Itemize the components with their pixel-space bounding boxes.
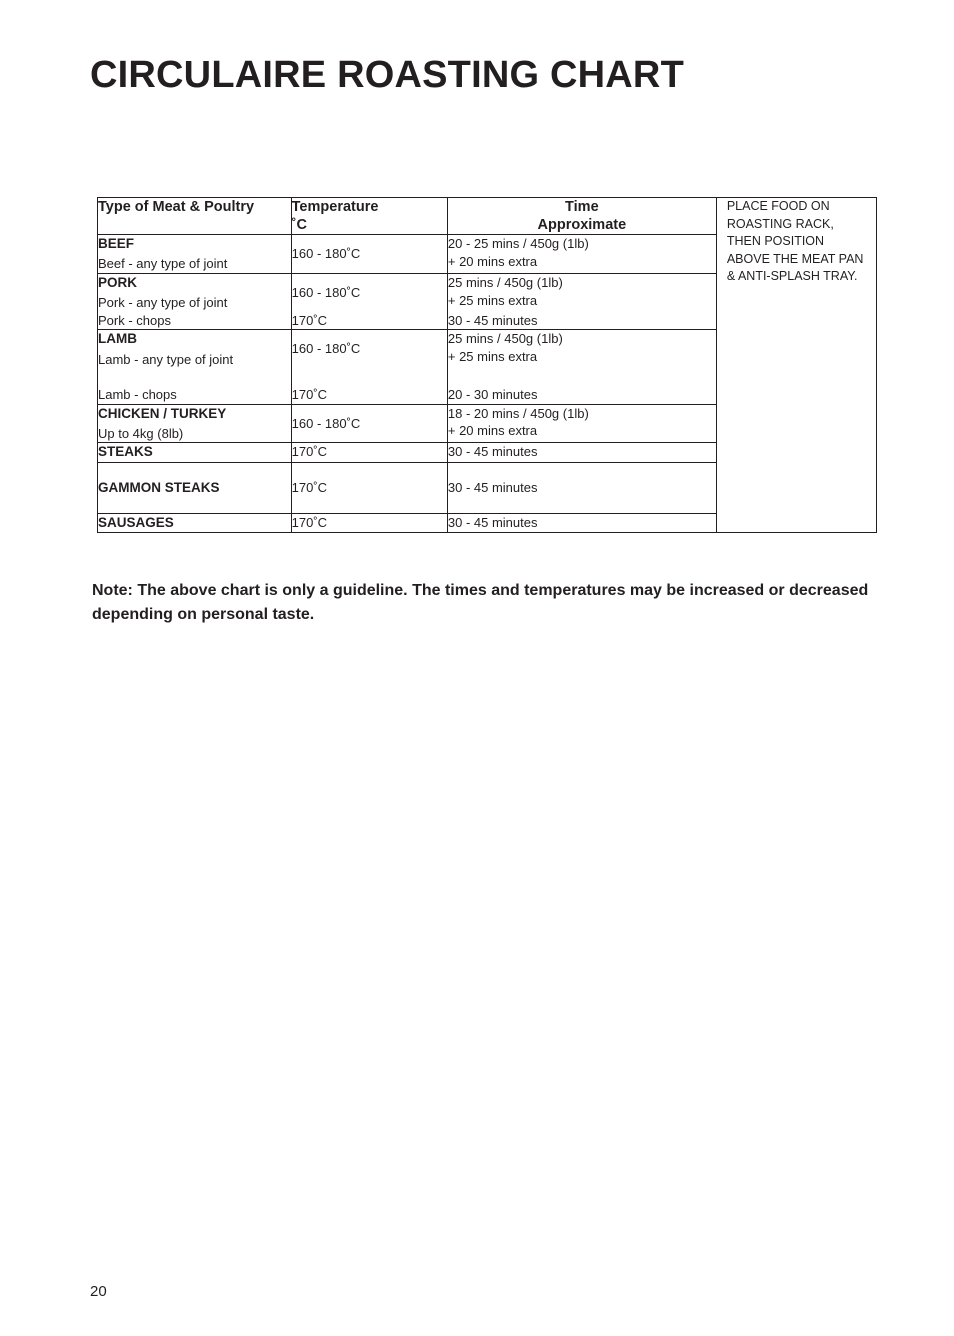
cell-gammon-time: 30 - 45 minutes: [447, 462, 716, 513]
cell-pork1-temp: 160 - 180˚C: [291, 274, 447, 312]
sausages-bold: SAUSAGES: [98, 514, 291, 532]
cell-pork2-meat: Pork - chops: [98, 312, 292, 330]
cell-sausages-time: 30 - 45 minutes: [447, 513, 716, 532]
header-time-line2: Approximate: [538, 217, 627, 233]
lamb1-time1: 25 mins / 450g (1lb): [448, 331, 563, 346]
side-note-text: PLACE FOOD ON ROASTING RACK, THEN POSITI…: [727, 198, 866, 286]
cell-lamb1-time: 25 mins / 450g (1lb) + 25 mins extra: [447, 330, 716, 368]
cell-beef-temp: 160 - 180˚C: [291, 235, 447, 274]
header-temp-line1: Temperature: [292, 199, 379, 215]
header-meat: Type of Meat & Poultry: [98, 198, 292, 235]
cell-chicken-temp: 160 - 180˚C: [291, 404, 447, 443]
chicken-sub: Up to 4kg (8lb): [98, 426, 183, 441]
beef-time1: 20 - 25 mins / 450g (1lb): [448, 236, 589, 251]
pork1-time1: 25 mins / 450g (1lb): [448, 275, 563, 290]
cell-chicken-meat: CHICKEN / TURKEY Up to 4kg (8lb): [98, 404, 292, 443]
pork-bold: PORK: [98, 274, 291, 292]
steaks-bold: STEAKS: [98, 443, 291, 461]
cell-chicken-time: 18 - 20 mins / 450g (1lb) + 20 mins extr…: [447, 404, 716, 443]
cell-sausages-temp: 170˚C: [291, 513, 447, 532]
cell-lamb2-time: 20 - 30 minutes: [447, 368, 716, 404]
chicken-time1: 18 - 20 mins / 450g (1lb): [448, 406, 589, 421]
page-number: 20: [90, 1283, 107, 1300]
pork1-time2: + 25 mins extra: [448, 293, 537, 308]
lamb1-time2: + 25 mins extra: [448, 349, 537, 364]
pork1-sub: Pork - any type of joint: [98, 295, 227, 310]
header-temp-line2: ˚C: [292, 217, 307, 233]
lamb-bold: LAMB: [98, 330, 291, 348]
beef-time2: + 20 mins extra: [448, 254, 537, 269]
cell-lamb1-temp: 160 - 180˚C: [291, 330, 447, 368]
chicken-bold: CHICKEN / TURKEY: [98, 405, 291, 423]
chicken-time2: + 20 mins extra: [448, 423, 537, 438]
cell-pork2-time: 30 - 45 minutes: [447, 312, 716, 330]
beef-sub: Beef - any type of joint: [98, 256, 227, 271]
beef-bold: BEEF: [98, 235, 291, 253]
cell-steaks-time: 30 - 45 minutes: [447, 443, 716, 462]
header-temp: Temperature ˚C: [291, 198, 447, 235]
cell-pork1-time: 25 mins / 450g (1lb) + 25 mins extra: [447, 274, 716, 312]
side-note-cell: PLACE FOOD ON ROASTING RACK, THEN POSITI…: [716, 198, 876, 533]
cell-steaks-meat: STEAKS: [98, 443, 292, 462]
cell-pork1-meat: PORK Pork - any type of joint: [98, 274, 292, 312]
gammon-bold: GAMMON STEAKS: [98, 479, 291, 497]
cell-lamb2-temp: 170˚C: [291, 368, 447, 404]
cell-beef-time: 20 - 25 mins / 450g (1lb) + 20 mins extr…: [447, 235, 716, 274]
cell-lamb2-meat: Lamb - chops: [98, 368, 292, 404]
page: CIRCULAIRE ROASTING CHART Type of Meat &…: [0, 0, 954, 1336]
cell-sausages-meat: SAUSAGES: [98, 513, 292, 532]
cell-lamb1-meat: LAMB Lamb - any type of joint: [98, 330, 292, 368]
lamb1-sub: Lamb - any type of joint: [98, 352, 233, 367]
page-title: CIRCULAIRE ROASTING CHART: [90, 54, 884, 97]
table-header-row: Type of Meat & Poultry Temperature ˚C Ti…: [98, 198, 877, 235]
cell-pork2-temp: 170˚C: [291, 312, 447, 330]
header-time: Time Approximate: [447, 198, 716, 235]
roasting-table: Type of Meat & Poultry Temperature ˚C Ti…: [97, 197, 877, 533]
cell-gammon-temp: 170˚C: [291, 462, 447, 513]
header-time-line1: Time: [565, 199, 599, 215]
cell-gammon-meat: GAMMON STEAKS: [98, 462, 292, 513]
footnote: Note: The above chart is only a guidelin…: [92, 579, 882, 627]
cell-steaks-temp: 170˚C: [291, 443, 447, 462]
cell-beef-meat: BEEF Beef - any type of joint: [98, 235, 292, 274]
